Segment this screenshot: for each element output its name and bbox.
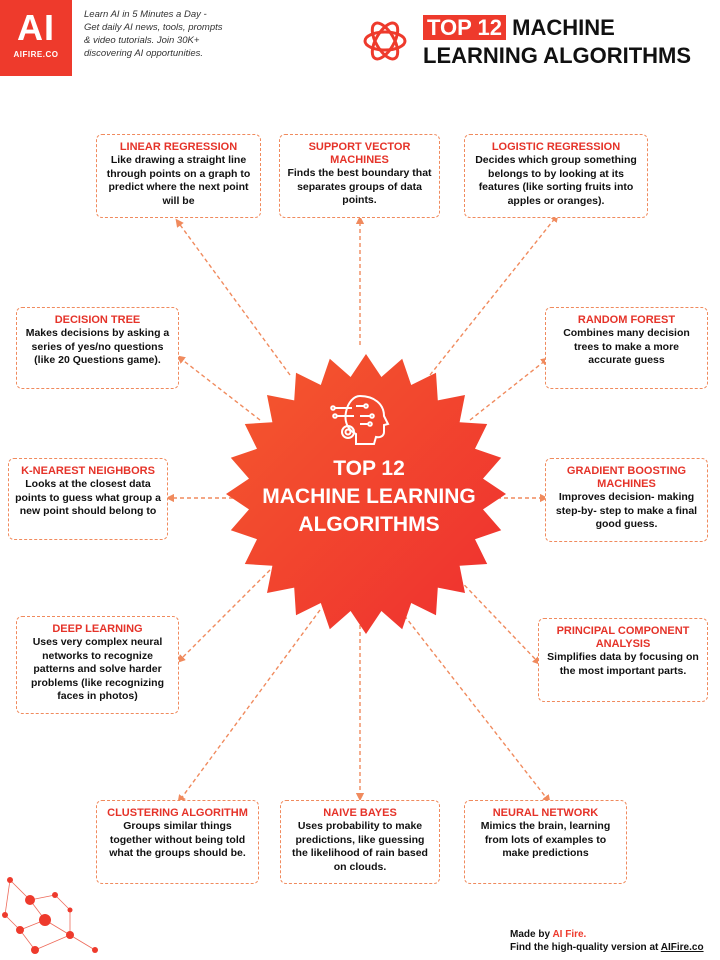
card-title: NEURAL NETWORK xyxy=(492,807,599,819)
card-title: GRADIENT BOOSTING MACHINES xyxy=(566,465,687,490)
card-title: SUPPORT VECTOR MACHINES xyxy=(308,141,411,166)
card-title: LOGISTIC REGRESSION xyxy=(491,141,621,153)
connector-random-forest xyxy=(469,357,550,421)
page-title: TOP 12 MACHINE LEARNING ALGORITHMS xyxy=(423,14,691,70)
card-neural-network: NEURAL NETWORK Mimics the brain, learnin… xyxy=(464,800,627,884)
tagline-line: Learn AI in 5 Minutes a Day - xyxy=(84,9,207,20)
title-rest: MACHINE xyxy=(512,15,615,40)
card-description: Looks at the closest data points to gues… xyxy=(15,478,161,517)
card-title: NAIVE BAYES xyxy=(323,807,397,819)
ai-head-icon xyxy=(330,394,390,445)
card-random-forest: RANDOM FOREST Combines many decision tre… xyxy=(545,307,708,389)
card-description: Mimics the brain, learning from lots of … xyxy=(480,820,611,859)
card-title: RANDOM FOREST xyxy=(577,314,676,326)
center-line: TOP 12 xyxy=(333,457,405,480)
center-line: MACHINE LEARNING xyxy=(262,485,476,508)
card-linear-regression: LINEAR REGRESSION Like drawing a straigh… xyxy=(96,134,261,218)
tagline-line: & video tutorials. Join 30K+ xyxy=(84,35,200,46)
connector-neural-network xyxy=(399,609,551,804)
title-line-2: LEARNING ALGORITHMS xyxy=(423,43,692,68)
title-highlight: TOP 12 xyxy=(423,15,507,40)
card-description: Simplifies data by focusing on the most … xyxy=(547,651,699,677)
tagline-line: discovering AI opportunities. xyxy=(84,48,203,59)
card-gradient-boosting-machines: GRADIENT BOOSTING MACHINES Improves deci… xyxy=(545,458,708,542)
card-description: Makes decisions by asking a series of ye… xyxy=(25,327,170,366)
card-k-nearest-neighbors: K-NEAREST NEIGHBORS Looks at the closest… xyxy=(8,458,168,540)
card-naive-bayes: NAIVE BAYES Uses probability to make pre… xyxy=(280,800,440,884)
connector-logistic-regression xyxy=(429,213,559,376)
card-title: DECISION TREE xyxy=(54,314,141,326)
aifire-link[interactable]: AIFire.co xyxy=(660,942,704,953)
card-description: Uses very complex neural networks to rec… xyxy=(30,636,165,702)
tagline-line: Get daily AI news, tools, prompts xyxy=(84,22,223,33)
card-support-vector-machines: SUPPORT VECTOR MACHINES Finds the best b… xyxy=(279,134,440,218)
card-title: DEEP LEARNING xyxy=(52,623,143,635)
made-by-prefix: Made by xyxy=(510,929,551,940)
card-description: Decides which group something belongs to… xyxy=(475,154,637,207)
card-deep-learning: DEEP LEARNING Uses very complex neural n… xyxy=(16,616,179,714)
card-principal-component-analysis: PRINCIPAL COMPONENT ANALYSIS Simplifies … xyxy=(538,618,708,702)
logo-site: AIFIRE.CO xyxy=(13,50,59,59)
connector-clustering-algorithm xyxy=(177,609,321,804)
connector-deep-learning xyxy=(177,569,271,663)
card-title: CLUSTERING ALGORITHM xyxy=(107,807,248,819)
card-title: LINEAR REGRESSION xyxy=(119,141,238,153)
logo-text: AI xyxy=(17,7,55,48)
openai-knot-icon xyxy=(363,21,407,61)
card-title: PRINCIPAL COMPONENT ANALYSIS xyxy=(556,625,690,650)
card-description: Combines many decision trees to make a m… xyxy=(563,327,690,366)
card-description: Improves decision- making step-by- step … xyxy=(555,491,698,530)
card-description: Finds the best boundary that separates g… xyxy=(287,167,432,206)
tagline: Learn AI in 5 Minutes a Day - Get daily … xyxy=(84,8,252,60)
card-title: K-NEAREST NEIGHBORS xyxy=(21,465,155,477)
card-description: Like drawing a straight line through poi… xyxy=(106,154,251,207)
card-decision-tree: DECISION TREE Makes decisions by asking … xyxy=(16,307,179,389)
connector-decision-tree xyxy=(176,355,261,421)
aifire-logo: AI AIFIRE.CO xyxy=(0,0,72,76)
footer: Made by AI Fire. Find the high-quality v… xyxy=(510,928,704,954)
made-by-name: AI Fire. xyxy=(552,929,587,940)
center-line: ALGORITHMS xyxy=(298,513,440,536)
find-prefix: Find the high-quality version at xyxy=(510,942,659,953)
network-graphic xyxy=(2,877,98,954)
card-description: Uses probability to make predictions, li… xyxy=(292,820,428,873)
card-logistic-regression: LOGISTIC REGRESSION Decides which group … xyxy=(464,134,648,218)
card-clustering-algorithm: CLUSTERING ALGORITHM Groups similar thin… xyxy=(96,800,259,884)
connector-principal-component-analysis xyxy=(449,569,541,666)
card-description: Groups similar things together without b… xyxy=(109,820,246,859)
center-title: TOP 12 MACHINE LEARNING ALGORITHMS xyxy=(234,455,504,539)
connector-linear-regression xyxy=(175,218,291,376)
